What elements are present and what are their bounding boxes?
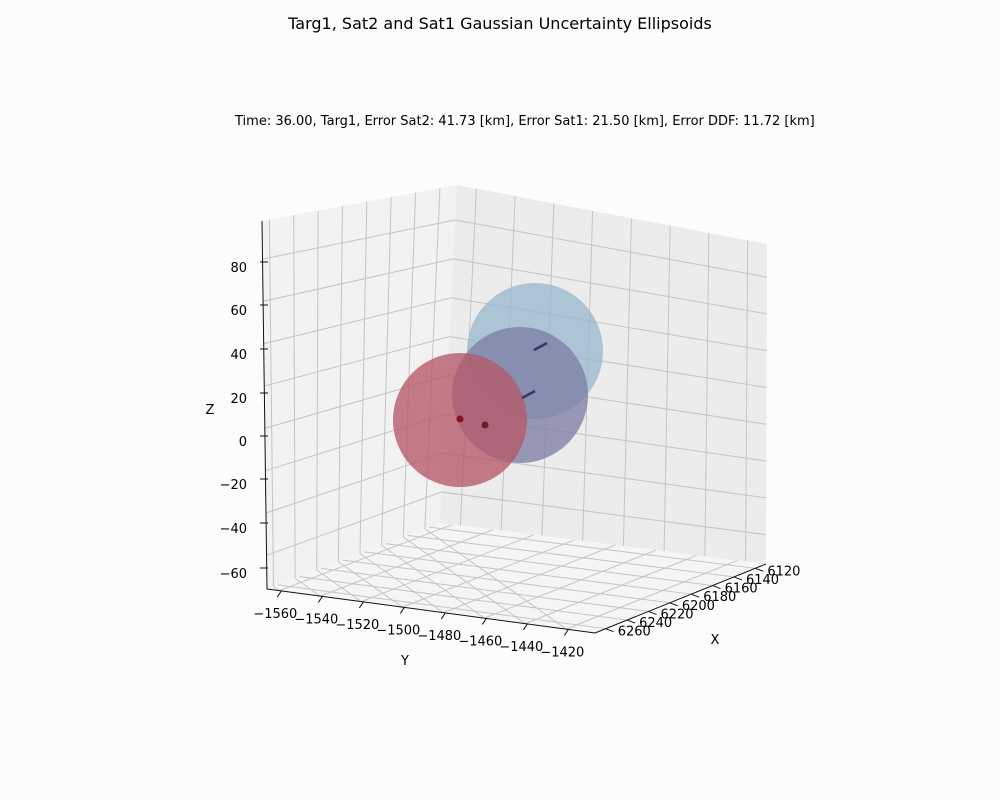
y-tick bbox=[440, 612, 446, 620]
grid-line bbox=[429, 526, 756, 569]
y-tick-label: −1460 bbox=[458, 634, 502, 649]
grid-line bbox=[443, 544, 616, 614]
x-axis-line bbox=[594, 563, 767, 634]
grid-line bbox=[484, 549, 657, 619]
grid-line bbox=[268, 219, 274, 587]
chart-subtitle: Time: 36.00, Targ1, Error Sat2: 41.73 [k… bbox=[235, 114, 815, 129]
x-tick-label: 6160 bbox=[725, 582, 758, 597]
z-tick-label: −60 bbox=[220, 567, 247, 582]
y-tick bbox=[276, 590, 282, 598]
x-tick bbox=[605, 628, 614, 633]
grid-line bbox=[385, 543, 713, 587]
grid-line bbox=[273, 586, 280, 592]
grid-line bbox=[402, 536, 526, 625]
grid-line bbox=[320, 567, 649, 612]
grid-line bbox=[293, 215, 296, 579]
grid-line bbox=[359, 201, 368, 554]
x-tick bbox=[691, 593, 700, 598]
y-tick bbox=[358, 601, 364, 609]
z-tick-label: −20 bbox=[220, 478, 247, 493]
y-axis-line bbox=[266, 588, 596, 634]
grid-line bbox=[320, 529, 494, 597]
estimate-point bbox=[456, 415, 464, 423]
y-tick bbox=[317, 596, 323, 603]
grid-line bbox=[359, 553, 444, 614]
grid-line bbox=[566, 559, 738, 630]
grid-line bbox=[402, 539, 575, 608]
y-tick-label: −1420 bbox=[540, 645, 584, 660]
z-axis-label: Z bbox=[206, 403, 215, 418]
grid-line bbox=[424, 528, 567, 630]
grid-line bbox=[277, 584, 606, 630]
grid-line bbox=[279, 524, 453, 592]
x-tick bbox=[669, 602, 678, 607]
grid-line bbox=[364, 551, 692, 595]
x-tick bbox=[626, 619, 636, 624]
grid-line bbox=[361, 534, 534, 603]
grid-line bbox=[337, 206, 343, 562]
tick-labels: 806040200−20−40−60−1560−1540−1520−1500−1… bbox=[220, 261, 801, 660]
grid-line bbox=[266, 491, 767, 556]
y-tick bbox=[481, 618, 487, 625]
grid-line bbox=[262, 219, 767, 278]
grid-line bbox=[264, 336, 767, 389]
grid-line bbox=[663, 225, 671, 552]
grid-line bbox=[704, 232, 710, 557]
left-back-wall bbox=[262, 185, 457, 589]
x-tick-label: 6120 bbox=[767, 564, 800, 579]
tick-marks bbox=[260, 261, 764, 636]
z-tick-label: 40 bbox=[230, 348, 247, 363]
trajectory-segment bbox=[521, 389, 536, 400]
y-tick-label: −1440 bbox=[499, 640, 543, 655]
grid-line bbox=[402, 192, 417, 538]
y-tick bbox=[522, 623, 528, 631]
x-tick-label: 6260 bbox=[618, 625, 651, 640]
x-tick-label: 6200 bbox=[682, 599, 715, 614]
x-tick-label: 6180 bbox=[703, 590, 736, 605]
grid-line bbox=[263, 297, 767, 352]
x-tick bbox=[712, 585, 721, 590]
grid-line bbox=[294, 577, 321, 597]
grid-line bbox=[316, 569, 362, 603]
grid-line bbox=[316, 210, 319, 571]
grid-line bbox=[407, 534, 735, 578]
y-tick-label: −1520 bbox=[335, 618, 379, 633]
x-tick-label: 6240 bbox=[639, 616, 672, 631]
z-tick-label: 80 bbox=[230, 261, 247, 276]
grid-line bbox=[262, 258, 767, 315]
grid-line bbox=[381, 544, 485, 619]
x-tick bbox=[648, 610, 657, 615]
right-back-wall bbox=[440, 185, 767, 564]
z-tick-label: 60 bbox=[230, 304, 247, 319]
z-tick-label: 0 bbox=[239, 435, 247, 450]
grid-line bbox=[342, 559, 670, 604]
grid-line bbox=[622, 218, 632, 547]
axis-panes bbox=[262, 185, 767, 633]
estimate-point bbox=[481, 421, 489, 429]
y-tick bbox=[399, 607, 405, 614]
z-tick-label: −40 bbox=[220, 522, 247, 537]
y-tick-label: −1480 bbox=[417, 629, 461, 644]
y-axis-label: Y bbox=[400, 654, 409, 669]
chart-title: Targ1, Sat2 and Sat1 Gaussian Uncertaint… bbox=[288, 14, 712, 33]
x-axis-label: X bbox=[711, 633, 720, 648]
data-points bbox=[456, 341, 548, 429]
z-tick-label: 20 bbox=[230, 392, 247, 407]
grid-line bbox=[381, 197, 392, 546]
grid-line bbox=[745, 240, 749, 562]
y-tick-label: −1540 bbox=[294, 612, 338, 627]
y-tick-label: −1500 bbox=[376, 623, 420, 638]
z-axis-line bbox=[261, 220, 268, 590]
grid-lines bbox=[261, 188, 767, 634]
x-tick-label: 6140 bbox=[746, 573, 779, 588]
trajectory-segment bbox=[533, 341, 548, 352]
grid-line bbox=[299, 576, 628, 621]
grid-line bbox=[525, 554, 697, 625]
x-tick bbox=[733, 576, 743, 581]
y-tick bbox=[563, 629, 569, 636]
x-tick bbox=[755, 567, 764, 572]
y-tick-label: −1560 bbox=[253, 607, 297, 622]
x-tick-label: 6220 bbox=[660, 607, 693, 622]
